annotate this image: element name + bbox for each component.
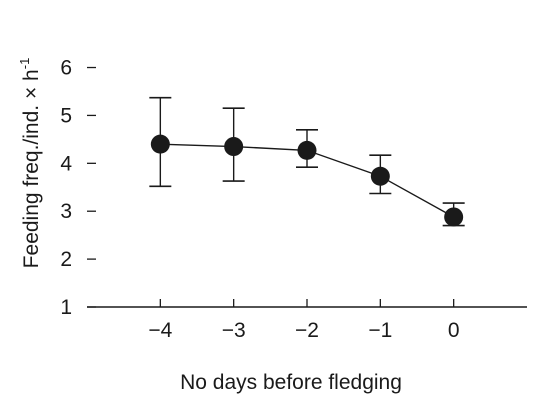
data-point [150, 134, 170, 154]
y-axis-title: Feeding freq./ind. × h-1 [17, 58, 43, 269]
y-axis-title-group: Feeding freq./ind. × h-1 [17, 58, 43, 269]
tick-labels: 1 2 3 4 5 6 −4 −3 −2 −1 0 [60, 57, 459, 342]
x-tick-label: −4 [148, 319, 172, 342]
x-tick-label: 0 [448, 319, 460, 342]
y-axis-title-text: Feeding freq./ind. × h [20, 69, 43, 268]
y-tick-label: 1 [60, 296, 72, 319]
y-tick-label: 6 [60, 57, 72, 80]
data-point [297, 140, 317, 160]
x-tick-label: −1 [368, 319, 392, 342]
data-points [150, 134, 464, 227]
x-tick-label: −3 [222, 319, 246, 342]
axes [87, 66, 527, 308]
y-tick-label: 5 [60, 104, 72, 127]
y-axis-title-superscript: -1 [17, 58, 32, 70]
x-axis-title: No days before fledging [180, 371, 402, 394]
error-bars [149, 96, 465, 227]
data-point [224, 137, 244, 157]
y-tick-label: 4 [60, 152, 72, 175]
x-tick-label: −2 [295, 319, 319, 342]
data-point [444, 207, 464, 227]
data-point [370, 166, 390, 186]
y-tick-label: 3 [60, 200, 72, 223]
y-tick-label: 2 [60, 248, 72, 271]
